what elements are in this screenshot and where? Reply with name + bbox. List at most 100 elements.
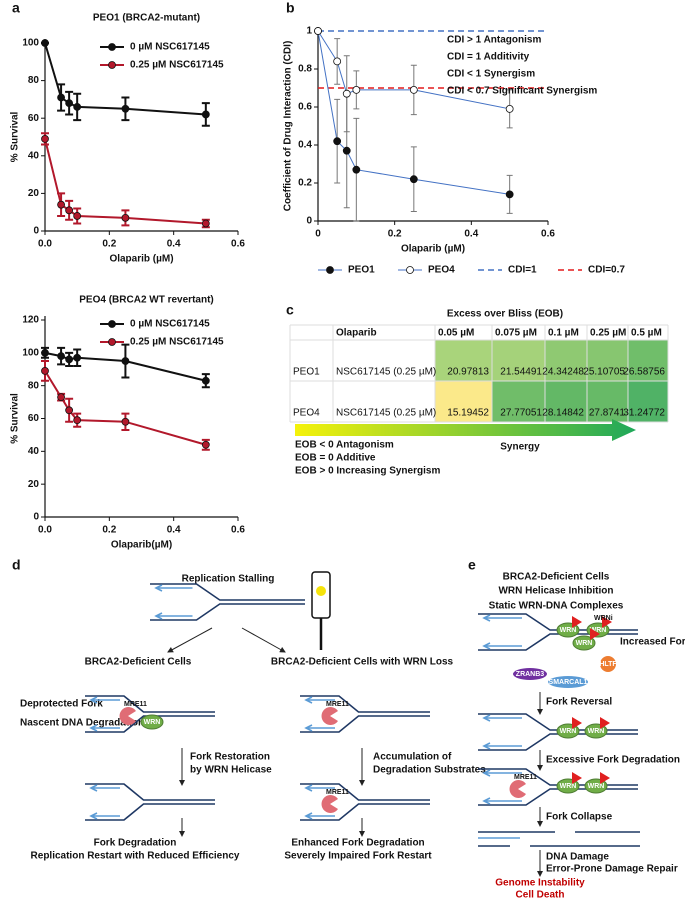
series-line	[44, 370, 207, 446]
legend-swatch	[108, 320, 116, 328]
chart-title: PEO1 (BRCA2-mutant)	[93, 13, 200, 24]
marker	[65, 355, 74, 364]
wrn-label: WRN	[560, 783, 577, 790]
series-line	[44, 42, 206, 116]
table-cell	[435, 381, 492, 422]
diagram-text: WRN Helicase Inhibition	[498, 586, 613, 597]
dna-strand	[85, 695, 215, 713]
x-tick-label: 0.0	[38, 239, 52, 250]
table-value: 24.34248	[542, 367, 584, 378]
x-tick-label: 0.6	[231, 239, 245, 250]
arrow-label: Synergy	[500, 442, 540, 453]
mre11	[119, 706, 136, 725]
diagram-text: by WRN Helicase	[190, 765, 272, 776]
x-axis-label: Olaparib (µM)	[109, 254, 173, 265]
wrn-inhibitor	[600, 772, 610, 784]
mre11	[509, 780, 526, 799]
wrn-inhibitor	[602, 616, 612, 628]
wrn	[572, 635, 596, 651]
diagram-text: Static WRN-DNA Complexes	[489, 601, 624, 612]
wrn-inhibitor	[590, 628, 600, 640]
wrn	[140, 714, 164, 730]
marker	[342, 89, 351, 98]
legend-swatch	[108, 338, 116, 346]
y-tick-label: 0.6	[298, 102, 312, 113]
marker	[65, 99, 74, 108]
dna-strand	[478, 788, 638, 806]
marker	[121, 357, 130, 365]
nascent-strand	[304, 696, 335, 704]
marker	[352, 86, 361, 94]
marker	[57, 393, 65, 402]
marker	[73, 353, 82, 362]
diagram-text: BRCA2-Deficient Cells	[503, 572, 610, 583]
series-line	[317, 30, 510, 195]
diagram-text: Deprotected Fork	[20, 699, 103, 710]
dna-strand	[85, 783, 215, 801]
nascent-strand	[154, 612, 193, 620]
diagram-text: Fork Collapse	[546, 812, 613, 823]
wrni-label: WRNi	[594, 615, 613, 622]
row-label: NSC617145 (0.25 µM)	[336, 367, 436, 378]
marker	[342, 146, 351, 155]
marker	[41, 348, 49, 357]
marker	[409, 175, 418, 184]
legend-label: 0.25 µM NSC617145	[130, 60, 224, 71]
diagram-text: DNA Damage	[546, 852, 609, 863]
marker	[73, 103, 82, 111]
diagram-text: Nascent DNA Degradation	[20, 718, 144, 729]
table-value: 31.24772	[623, 408, 665, 419]
wrn-label: WRN	[560, 627, 577, 634]
x-tick-label: 0.6	[231, 525, 245, 536]
marker	[57, 352, 65, 361]
nascent-strand	[482, 769, 522, 777]
legend-swatch	[326, 266, 334, 274]
marker	[201, 376, 210, 385]
x-tick-label: 0.4	[167, 525, 181, 536]
table-cell	[587, 381, 628, 422]
diagram-text: Cell Death	[516, 890, 565, 900]
table-value: 25.10705	[583, 367, 625, 378]
wrn-inhibitor	[600, 717, 610, 729]
legend-swatch	[108, 61, 116, 69]
diagram-text: Enhanced Fork Degradation	[291, 838, 424, 849]
x-axis-label: Olaparib(µM)	[111, 540, 172, 551]
row-label: PEO1	[293, 367, 320, 378]
column-header: 0.5 µM	[631, 328, 662, 339]
marker	[314, 27, 322, 35]
legend-swatch	[108, 43, 116, 51]
marker	[201, 440, 210, 449]
table-legend: EOB < 0 Antagonism	[295, 440, 394, 451]
column-header: 0.25 µM	[590, 328, 626, 339]
table-cell	[492, 381, 545, 422]
x-tick-label: 0.2	[388, 229, 402, 240]
diagram-text: Fork Reversal	[546, 697, 612, 708]
marker	[201, 110, 210, 119]
y-tick-label: 60	[28, 113, 40, 124]
row-label: NSC617145 (0.25 µM)	[336, 408, 436, 419]
y-tick-label: 100	[22, 38, 39, 49]
x-axis-label: Olaparib (µM)	[401, 244, 465, 255]
wrn-label: WRN	[590, 627, 607, 634]
diagram-text: Fork Degradation	[94, 838, 177, 849]
wrn-label: WRN	[144, 719, 161, 726]
annotation: CDI < 0.7 Significant Synergism	[447, 86, 597, 97]
y-axis-label: Coefficient of Drug Interaction (CDI)	[283, 41, 294, 212]
nascent-strand	[482, 642, 522, 650]
table-cell	[545, 340, 587, 381]
nascent-strand	[89, 784, 120, 792]
column-header: 0.05 µM	[438, 328, 474, 339]
x-tick-label: 0.2	[102, 525, 116, 536]
diagram-text: Fork Restoration	[190, 752, 270, 763]
y-tick-label: 1	[306, 26, 312, 37]
diagram-e: BRCA2-Deficient Cells WRN Helicase Inhib…	[478, 572, 685, 900]
marker	[73, 212, 82, 220]
y-axis-label: % Survival	[10, 111, 21, 162]
x-tick-label: 0	[315, 229, 321, 240]
mre11-label: MRE11	[514, 774, 537, 781]
chart-title: PEO4 (BRCA2 WT revertant)	[79, 295, 213, 306]
x-tick-label: 0.6	[541, 229, 555, 240]
dna-strand	[300, 715, 430, 733]
dna-strand	[150, 603, 305, 621]
